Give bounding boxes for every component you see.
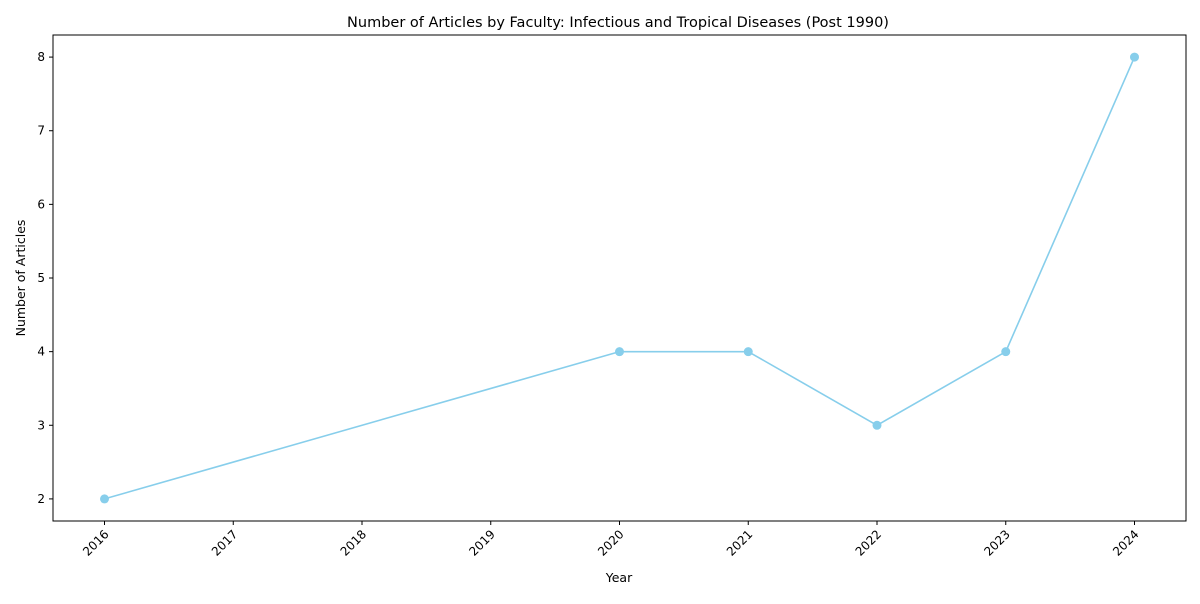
- data-point: [1001, 347, 1011, 357]
- x-axis-label: Year: [605, 570, 633, 585]
- x-tick-label: 2024: [1110, 527, 1141, 558]
- series-line: [103, 56, 1136, 500]
- y-tick-label: 6: [37, 197, 45, 211]
- x-tick-label: 2020: [595, 527, 626, 558]
- x-tick-label: 2016: [80, 527, 111, 558]
- series-layer: [100, 52, 1139, 504]
- y-axis: 2 3 4 5 6 7 8: [37, 50, 53, 506]
- y-tick-label: 4: [37, 345, 45, 359]
- y-axis-label: Number of Articles: [13, 220, 28, 337]
- data-point: [1130, 52, 1139, 62]
- data-point: [100, 494, 109, 504]
- plot-area-frame: [52, 34, 1187, 522]
- y-tick-label: 5: [37, 271, 45, 285]
- y-tick-label: 2: [37, 492, 45, 506]
- x-tick-label: 2021: [724, 527, 755, 558]
- x-tick-label: 2023: [981, 527, 1012, 558]
- y-tick-label: 3: [37, 418, 45, 432]
- x-tick-label: 2017: [209, 527, 240, 558]
- x-axis: 2016 2017 2018 2019 2020 2021 2022 2023 2024: [80, 521, 1142, 559]
- y-tick-label: 7: [37, 124, 45, 138]
- data-point: [615, 347, 624, 357]
- x-tick-label: 2022: [853, 527, 884, 558]
- data-point: [872, 420, 882, 430]
- y-tick-label: 8: [37, 50, 45, 64]
- data-point: [743, 347, 753, 357]
- x-tick-label: 2018: [338, 527, 369, 558]
- chart-title: Number of Articles by Faculty: Infectiou…: [347, 15, 889, 31]
- x-tick-label: 2019: [466, 527, 497, 558]
